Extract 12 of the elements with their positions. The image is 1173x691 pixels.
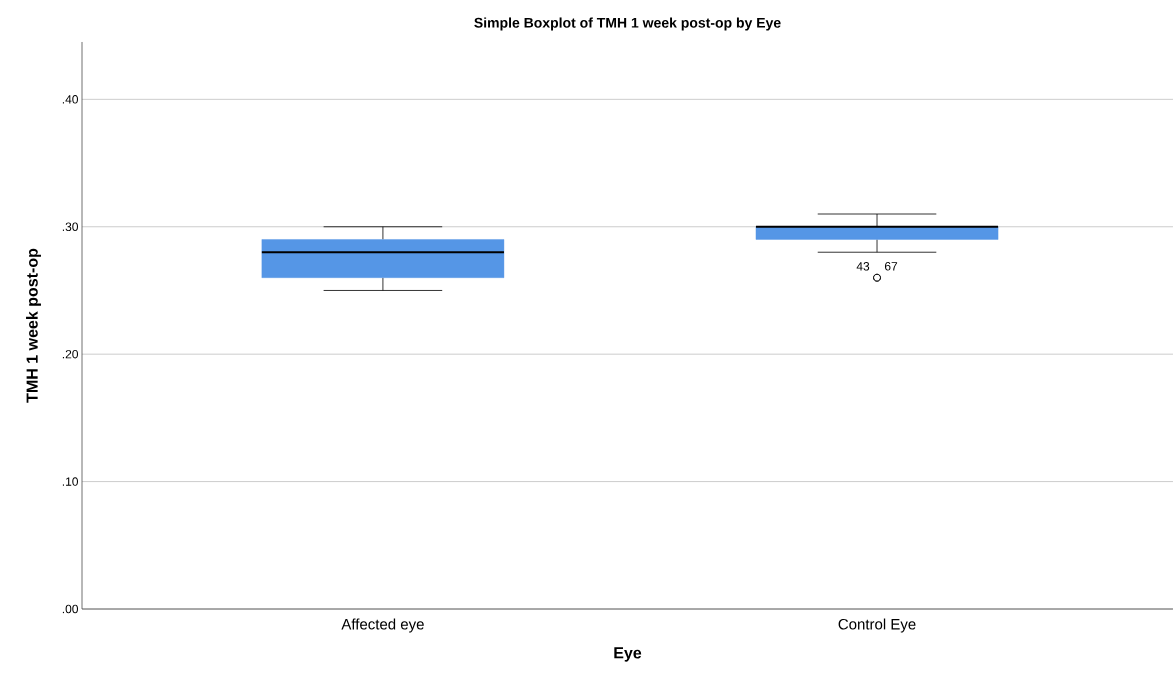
y-tick-label: .00	[62, 604, 79, 614]
chart-title: Simple Boxplot of TMH 1 week post-op by Eye	[474, 17, 781, 31]
x-axis-title: Eye	[614, 647, 642, 662]
y-tick-label: .10	[62, 477, 79, 486]
annotation: 43	[856, 262, 870, 271]
annotation: 67	[884, 262, 898, 271]
y-tick-label: .20	[62, 349, 79, 359]
y-axis-title: TMH 1 week post-op	[26, 248, 41, 403]
y-tick-label: .40	[62, 95, 79, 104]
x-tick-label: Affected eye	[341, 618, 424, 633]
x-tick-label: Control Eye	[838, 618, 916, 633]
y-tick-label: .30	[62, 222, 79, 231]
